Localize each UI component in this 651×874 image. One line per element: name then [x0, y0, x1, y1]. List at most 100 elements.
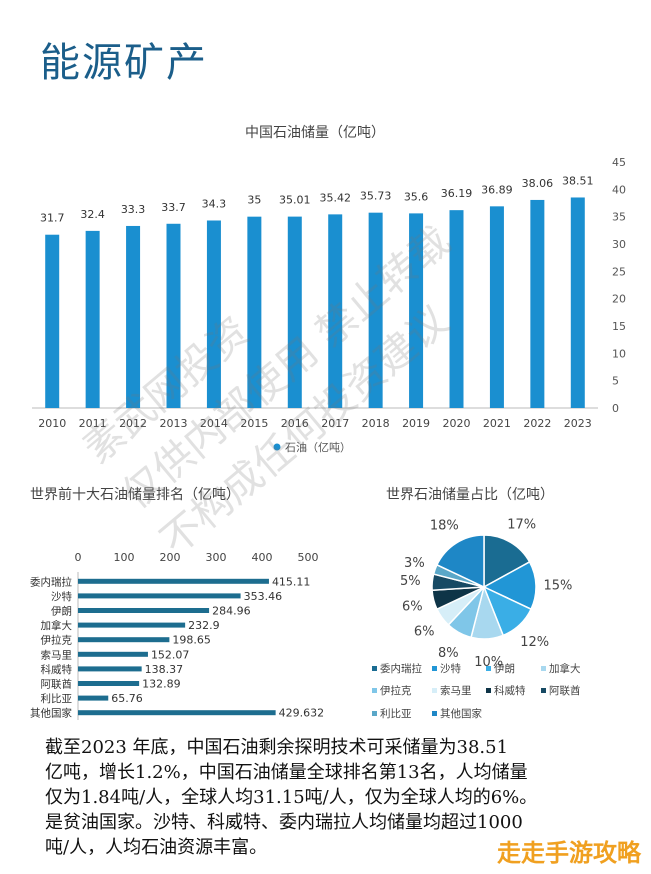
- chart1-xtick-label: 2019: [402, 417, 430, 430]
- chart1-bar: [368, 212, 383, 408]
- chart2-category-label: 加拿大: [41, 619, 73, 632]
- chart2-category-label: 伊朗: [51, 606, 72, 618]
- chart3-legend-label: 沙特: [440, 663, 461, 675]
- chart2-category-label: 索马里: [41, 648, 73, 661]
- chart1-ytick-label: 25: [612, 265, 626, 278]
- chart1-bar: [449, 210, 464, 408]
- chart2-bar: [78, 593, 241, 599]
- chart1-ytick-label: 5: [612, 375, 619, 388]
- chart1-ytick-label: 15: [612, 320, 626, 333]
- chart1-bar: [247, 216, 262, 408]
- chart1-data-label: 31.7: [40, 212, 65, 225]
- chart3-legend-label: 索马里: [440, 684, 472, 697]
- chart1-xtick-label: 2016: [281, 417, 309, 430]
- chart2-title: 世界前十大石油储量排名（亿吨）: [30, 486, 240, 503]
- chart2-category-label: 利比亚: [41, 692, 73, 705]
- chart3-legend-marker: [432, 688, 437, 693]
- chart3-legend-marker: [372, 688, 377, 693]
- chart2-bar: [78, 578, 269, 584]
- chart2-xtick-label: 400: [252, 551, 273, 564]
- summary-line-4: 是贫油国家。沙特、科威特、委内瑞拉人均储量均超过1000: [45, 812, 523, 833]
- chart1-ytick-label: 45: [612, 156, 626, 169]
- chart3-legend-marker: [486, 688, 491, 693]
- chart2-category-label: 委内瑞拉: [30, 575, 72, 588]
- chart1-data-label: 35.73: [360, 190, 392, 203]
- chart1-bar: [328, 214, 343, 408]
- chart3-legend-label: 利比亚: [380, 707, 412, 720]
- chart3-value-label: 8%: [438, 646, 459, 661]
- chart3-legend-marker: [432, 711, 437, 716]
- chart3-legend-label: 其他国家: [440, 707, 482, 720]
- chart3-value-label: 5%: [400, 574, 421, 589]
- chart3-title: 世界石油储量占比（亿吨）: [386, 487, 554, 503]
- chart3-legend-marker: [432, 666, 437, 671]
- chart2-bar: [78, 681, 140, 686]
- chart1-data-label: 35.42: [319, 191, 351, 204]
- chart1-data-label: 34.3: [202, 197, 227, 210]
- chart1-xtick-label: 2017: [321, 417, 349, 430]
- chart3-legend-label: 科威特: [494, 684, 526, 697]
- chart1-xtick-label: 2012: [119, 417, 147, 430]
- chart2-data-label: 65.76: [111, 692, 143, 705]
- chart1-bar: [85, 230, 100, 408]
- chart1-xtick-label: 2010: [38, 417, 66, 430]
- chart2-xtick-label: 0: [75, 551, 82, 564]
- chart3-legend-marker: [372, 666, 377, 671]
- chart3-legend-marker: [372, 711, 377, 716]
- corner-logo: 走走手游攻略: [497, 839, 641, 867]
- chart1-bar: [530, 199, 545, 408]
- chart2-data-label: 132.89: [142, 678, 181, 691]
- summary-paragraph: 截至2023 年底，中国石油剩余探明技术可采储量为38.51 亿吨，增长1.2%…: [45, 735, 625, 860]
- chart1-bar: [409, 213, 424, 408]
- chart3-legend-label: 伊拉克: [380, 684, 412, 697]
- chart1-data-label: 38.06: [522, 177, 554, 190]
- summary-line-3: 仅为1.84吨/人，全球人均31.15吨/人，仅为全球人均的6%。: [45, 787, 538, 808]
- chart2-category-label: 其他国家: [30, 707, 72, 720]
- chart1-bar: [287, 216, 302, 408]
- chart1-data-label: 36.19: [441, 187, 473, 200]
- chart2-xtick-label: 500: [298, 551, 319, 564]
- chart1-xtick-label: 2014: [200, 417, 228, 430]
- summary-line-1: 截至2023 年底，中国石油剩余探明技术可采储量为38.51: [45, 737, 509, 758]
- chart1-legend-label: 石油（亿吨）: [285, 440, 351, 454]
- chart1-xtick-label: 2015: [240, 417, 268, 430]
- chart3-value-label: 6%: [402, 599, 423, 614]
- chart1-data-label: 35.6: [404, 190, 429, 203]
- chart1-ytick-label: 20: [612, 293, 626, 306]
- chart2-category-label: 科威特: [41, 663, 73, 676]
- chart1-data-label: 35.01: [279, 194, 311, 207]
- chart3-slice: [435, 534, 485, 589]
- chart1-xtick-label: 2022: [523, 417, 551, 430]
- chart1-xtick-label: 2011: [79, 417, 107, 430]
- chart2-bar: [78, 608, 210, 613]
- chart1-legend-marker: [273, 443, 281, 451]
- chart1-bar: [126, 225, 141, 408]
- chart3-value-label: 17%: [507, 517, 536, 532]
- chart1-xtick-label: 2020: [443, 417, 471, 430]
- chart3-legend-marker: [541, 666, 546, 671]
- chart3-value-label: 18%: [430, 519, 459, 534]
- chart3-legend-label: 伊朗: [494, 663, 515, 675]
- chart1-xtick-label: 2013: [160, 417, 188, 430]
- chart2-xtick-label: 300: [206, 551, 227, 564]
- chart2-data-label: 415.11: [272, 575, 311, 588]
- chart1-xtick-label: 2018: [362, 417, 390, 430]
- chart2-bar: [78, 622, 186, 628]
- chart3-legend-marker: [486, 666, 491, 671]
- chart3-value-label: 15%: [544, 579, 573, 594]
- chart2-category-label: 伊拉克: [41, 634, 73, 647]
- chart1-ytick-label: 40: [612, 183, 626, 196]
- chart1-bar: [45, 234, 60, 408]
- chart2-data-label: 232.9: [188, 619, 220, 632]
- chart3-legend-label: 阿联酋: [549, 684, 581, 697]
- chart2-data-label: 152.07: [151, 648, 190, 661]
- chart1-bar: [489, 206, 504, 408]
- chart1-bar: [206, 220, 221, 408]
- page-title: 能源矿产: [40, 40, 208, 86]
- chart2-data-label: 353.46: [244, 590, 283, 603]
- chart1-xtick-label: 2021: [483, 417, 511, 430]
- chart3-value-label: 10%: [474, 655, 503, 670]
- chart1-xtick-label: 2023: [564, 417, 592, 430]
- chart3-value-label: 3%: [404, 556, 425, 571]
